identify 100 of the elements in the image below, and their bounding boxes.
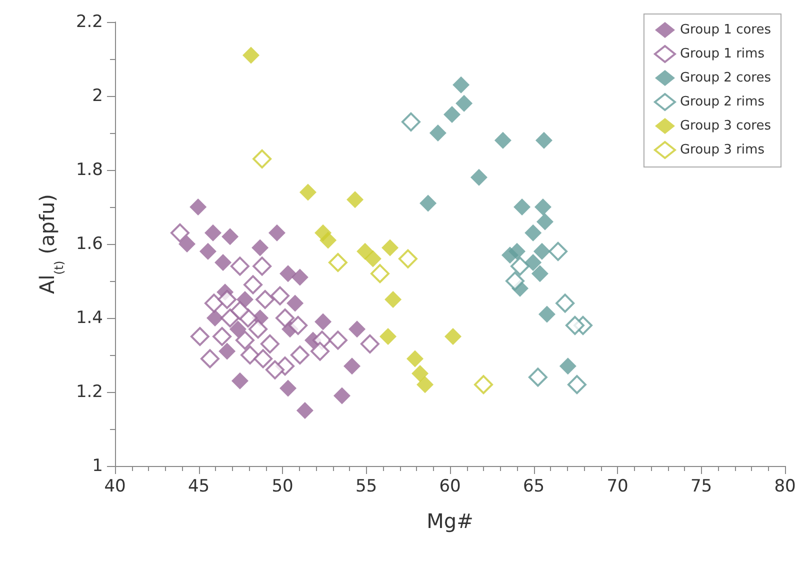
point: [470, 168, 488, 186]
x-tick-label: 75: [690, 476, 712, 496]
point: [256, 290, 275, 309]
legend-label: Group 3 cores: [680, 118, 772, 134]
point: [252, 256, 272, 276]
point: [364, 250, 382, 268]
point: [286, 294, 304, 312]
point: [524, 254, 542, 271]
point: [265, 360, 284, 380]
legend-label: Group 1 rims: [680, 46, 765, 62]
point: [370, 264, 390, 284]
point: [170, 223, 190, 242]
point: [230, 256, 250, 276]
y-tick-label: 1.6: [76, 234, 103, 254]
point: [444, 106, 461, 123]
point: [548, 242, 568, 261]
point: [412, 365, 429, 382]
point: [567, 375, 586, 394]
point: [344, 358, 361, 375]
point: [276, 308, 295, 328]
point: [199, 242, 216, 260]
point: [280, 380, 297, 397]
point: [178, 236, 196, 252]
x-tick-label: 50: [272, 476, 294, 496]
legend-label: Group 2 cores: [680, 70, 772, 86]
point: [320, 232, 337, 249]
point: [229, 320, 246, 338]
x-tick-label: 80: [774, 476, 796, 496]
point: [200, 349, 220, 368]
y-tick-label: 1.2: [76, 382, 103, 402]
y-tick-label: 1.4: [76, 308, 103, 328]
point: [401, 112, 420, 132]
point: [528, 368, 548, 387]
point: [206, 310, 224, 326]
point: [535, 132, 552, 149]
point: [416, 376, 434, 394]
point: [380, 328, 397, 345]
point: [270, 286, 290, 306]
point: [240, 346, 260, 364]
point: [252, 149, 272, 168]
point: [524, 224, 542, 242]
point: [505, 272, 524, 290]
point: [190, 327, 210, 346]
point: [356, 242, 374, 260]
point: [348, 320, 366, 338]
y-tick-label: 2: [92, 86, 103, 106]
point: [559, 358, 576, 375]
point: [244, 275, 263, 294]
point: [204, 224, 222, 242]
point: [456, 94, 473, 112]
x-axis-title: Mg#: [426, 509, 474, 533]
point: [204, 294, 224, 313]
point: [242, 46, 260, 64]
x-tick-label: 45: [188, 476, 210, 496]
y-tick-label: 1: [92, 456, 103, 476]
point: [254, 349, 273, 368]
point: [218, 290, 237, 309]
point: [510, 256, 530, 276]
point: [310, 342, 330, 361]
point: [328, 330, 348, 350]
point: [538, 306, 556, 323]
y-tick-label: 1.8: [76, 160, 103, 180]
point: [290, 346, 310, 364]
x-tick-label: 60: [439, 476, 461, 496]
legend-label: Group 3 rims: [680, 142, 765, 158]
point: [536, 213, 554, 230]
point: [533, 242, 550, 260]
x-tick-label: 70: [606, 476, 628, 496]
point: [531, 265, 548, 282]
point: [474, 375, 493, 394]
point: [328, 253, 348, 272]
point: [501, 246, 518, 264]
point: [212, 327, 232, 346]
point: [280, 265, 297, 282]
point: [494, 132, 512, 149]
point: [384, 291, 402, 308]
point: [214, 254, 232, 271]
point: [299, 184, 316, 201]
point: [556, 294, 575, 313]
point: [452, 76, 470, 94]
x-tick-label: 55: [355, 476, 378, 496]
point: [231, 372, 248, 390]
point: [333, 387, 350, 404]
point: [534, 198, 552, 216]
point: [346, 191, 364, 208]
point: [260, 334, 280, 354]
y-tick-label: 2.2: [76, 12, 103, 32]
legend-label: Group 1 cores: [680, 22, 772, 38]
x-tick-label: 40: [104, 476, 126, 496]
point: [218, 342, 236, 360]
point: [288, 316, 308, 335]
point: [235, 330, 254, 350]
point: [190, 198, 207, 216]
point: [252, 239, 269, 256]
point: [429, 124, 446, 142]
y-axis-title: Al(t) (apfu): [35, 194, 66, 294]
point: [291, 268, 308, 286]
point: [248, 320, 268, 339]
point: [565, 316, 584, 335]
point: [406, 350, 424, 368]
